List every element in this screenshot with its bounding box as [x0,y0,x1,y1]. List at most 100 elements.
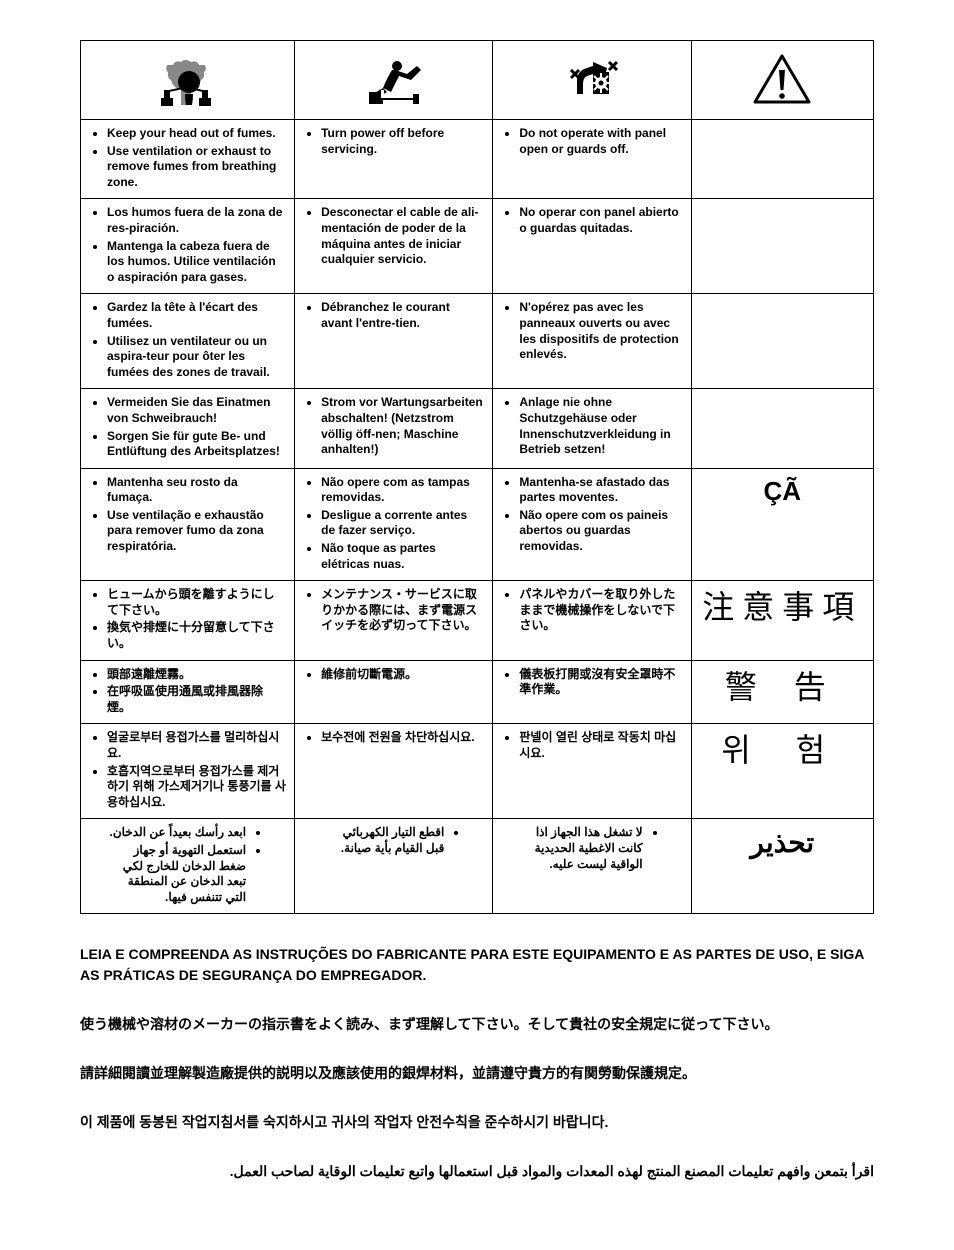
safety-cell: Anlage nie ohne Schutzgehäuse oder Innen… [493,389,691,468]
instruction-notes: LEIA E COMPREENDA AS INSTRUÇÕES DO FABRI… [80,944,874,1182]
safety-cell: Strom vor Wartungsarbeiten abschalten! (… [295,389,493,468]
table-row: Gardez la tête à l'écart des fumées.Util… [81,294,874,389]
safety-bullet: Utilisez un ventilateur ou un aspira-teu… [107,334,286,381]
safety-table: Keep your head out of fumes. Use ventilat… [80,40,874,914]
safety-bullet: 호흡지역으로부터 용접가스를 제거하기 위해 가스제거기나 통풍기를 사용하십시… [107,764,286,811]
safety-bullet: 儀表板打開或沒有安全罩時不準作業。 [519,667,682,698]
safety-cell: 판넬이 열린 상태로 작동치 마십시요. [493,724,691,819]
note-ko: 이 제품에 동봉된 작업지침서를 숙지하시고 귀사의 작업자 안전수칙을 준수하… [80,1112,874,1133]
safety-cell: اقطع التيار الكهربائي قبل القيام بأية صي… [295,819,493,914]
warning-label-cell: 注意事項 [691,581,873,660]
safety-cell: Gardez la tête à l'écart des fumées.Util… [81,294,295,389]
safety-cell: Não opere com as tampas removidas.Deslig… [295,468,493,581]
safety-bullet: Strom vor Wartungsarbeiten abschalten! (… [321,395,484,457]
safety-bullet: Sorgen Sie für gute Be- und Entlüftung d… [107,429,286,460]
note-zh: 請詳細閱讀並理解製造廠提供的説明以及應該使用的銀焊材料，並請遵守貴方的有関勞動保… [80,1063,874,1084]
safety-bullet: اقطع التيار الكهربائي قبل القيام بأية صي… [321,825,444,856]
safety-bullet: Desconectar el cable de ali-mentación de… [321,205,484,267]
safety-bullet: メンテナンス・サービスに取りかかる際には、まず電源スイッチを必ず切って下さい。 [321,587,484,634]
warning-label: 注意事項 [700,587,865,629]
safety-bullet: 頭部遠離煙霧。 [107,667,286,683]
safety-bullet: Use ventilação e exhaustão para remover … [107,508,286,555]
note-pt: LEIA E COMPREENDA AS INSTRUÇÕES DO FABRI… [80,944,874,986]
safety-bullet: Vermeiden Sie das Einatmen von Schweibra… [107,395,286,426]
safety-cell: Mantenha-se afastado das partes moventes… [493,468,691,581]
safety-bullet: ヒュームから頭を離すようにして下さい。 [107,587,286,618]
safety-bullet: Gardez la tête à l'écart des fumées. [107,300,286,331]
safety-cell: 얼굴로부터 용접가스를 멀리하십시요.호흡지역으로부터 용접가스를 제거하기 위… [81,724,295,819]
note-ar: اقرأ بتمعن وافهم تعليمات المصنع المنتج ل… [80,1161,874,1182]
safety-bullet: Los humos fuera de la zona de res-piraci… [107,205,286,236]
warning-label-cell [691,199,873,294]
safety-cell: Do not operate with panel open or guards… [493,120,691,199]
safety-cell: Keep your head out of fumes. Use ventilat… [81,120,295,199]
warning-label: 위 험 [700,730,865,772]
safety-bullet: Use ventilation or exhaust to remove fum… [107,144,286,191]
warning-label-cell: ÇÃ [691,468,873,581]
table-row: 얼굴로부터 용접가스를 멀리하십시요.호흡지역으로부터 용접가스를 제거하기 위… [81,724,874,819]
safety-bullet: 維修前切斷電源。 [321,667,484,683]
safety-cell: 維修前切斷電源。 [295,660,493,724]
table-row: Vermeiden Sie das Einatmen von Schweibra… [81,389,874,468]
safety-cell: No operar con panel abierto o guardas qu… [493,199,691,294]
safety-bullet: 在呼吸區使用通風或排風器除煙。 [107,684,286,715]
warning-label-cell: تحذير [691,819,873,914]
safety-cell: 儀表板打開或沒有安全罩時不準作業。 [493,660,691,724]
safety-bullet: استعمل التهوية أو جهاز ضغط الدخان للخارج… [107,843,246,905]
safety-cell: N'opérez pas avec les panneaux ouverts o… [493,294,691,389]
safety-cell: 보수전에 전원을 차단하십시요. [295,724,493,819]
safety-cell: لا تشغل هذا الجهاز اذا كانت الاغطية الحد… [493,819,691,914]
safety-bullet: Não toque as partes elétricas nuas. [321,541,484,572]
table-row: Los humos fuera de la zona de res-piraci… [81,199,874,294]
header-panel-icon [493,41,691,120]
safety-cell: Mantenha seu rosto da fumaça.Use ventila… [81,468,295,581]
warning-label: 警 告 [700,667,865,709]
safety-cell: 頭部遠離煙霧。在呼吸區使用通風或排風器除煙。 [81,660,295,724]
safety-bullet: ابعد رأسك بعيداً عن الدخان. [107,825,246,841]
warning-label-cell: 警 告 [691,660,873,724]
safety-cell: Turn power off before servicing. [295,120,493,199]
safety-bullet: Turn power off before servicing. [321,126,484,157]
safety-bullet: لا تشغل هذا الجهاز اذا كانت الاغطية الحد… [519,825,642,872]
warning-label-cell: 위 험 [691,724,873,819]
safety-bullet: Keep your head out of fumes. [107,126,286,142]
safety-cell: パネルやカバーを取り外したままで機械操作をしないで下さい。 [493,581,691,660]
header-fumes-icon [81,41,295,120]
safety-bullet: Não opere com os paineis abertos ou guar… [519,508,682,555]
warning-label-cell [691,294,873,389]
safety-cell: Desconectar el cable de ali-mentación de… [295,199,493,294]
warning-label-cell [691,389,873,468]
table-row: ابعد رأسك بعيداً عن الدخان. استعمل التهوي… [81,819,874,914]
safety-cell: Los humos fuera de la zona de res-piraci… [81,199,295,294]
warning-label: ÇÃ [700,475,865,509]
table-row: 頭部遠離煙霧。在呼吸區使用通風或排風器除煙。 維修前切斷電源。 儀表板打開或沒有安全… [81,660,874,724]
safety-bullet: Desligue a corrente antes de fazer servi… [321,508,484,539]
warning-label-cell [691,120,873,199]
safety-bullet: Mantenha-se afastado das partes moventes… [519,475,682,506]
table-row: Mantenha seu rosto da fumaça.Use ventila… [81,468,874,581]
table-row: ヒュームから頭を離すようにして下さい。換気や排煙に十分留意して下さい。メンテナン… [81,581,874,660]
safety-bullet: Mantenga la cabeza fuera de los humos. U… [107,239,286,286]
safety-bullet: No operar con panel abierto o guardas qu… [519,205,682,236]
safety-cell: ヒュームから頭を離すようにして下さい。換気や排煙に十分留意して下さい。 [81,581,295,660]
safety-bullet: Mantenha seu rosto da fumaça. [107,475,286,506]
safety-bullet: Do not operate with panel open or guards… [519,126,682,157]
warning-label: تحذير [700,825,865,861]
safety-bullet: Anlage nie ohne Schutzgehäuse oder Innen… [519,395,682,457]
safety-bullet: N'opérez pas avec les panneaux ouverts o… [519,300,682,362]
safety-warning-page: Keep your head out of fumes. Use ventilat… [0,0,954,1250]
safety-bullet: 판넬이 열린 상태로 작동치 마십시요. [519,730,682,761]
safety-bullet: パネルやカバーを取り外したままで機械操作をしないで下さい。 [519,587,682,634]
safety-bullet: 보수전에 전원을 차단하십시요. [321,730,484,746]
table-row: Keep your head out of fumes. Use ventilat… [81,120,874,199]
header-warning-icon [691,41,873,120]
safety-cell: Débranchez le courant avant l'entre-tien… [295,294,493,389]
safety-bullet: 얼굴로부터 용접가스를 멀리하십시요. [107,730,286,761]
safety-bullet: Não opere com as tampas removidas. [321,475,484,506]
header-service-icon [295,41,493,120]
safety-cell: ابعد رأسك بعيداً عن الدخان. استعمل التهوي… [81,819,295,914]
note-ja: 使う機械や溶材のメーカーの指示書をよく読み、まず理解して下さい。そして貴社の安全… [80,1014,874,1035]
safety-cell: メンテナンス・サービスに取りかかる際には、まず電源スイッチを必ず切って下さい。 [295,581,493,660]
safety-bullet: Débranchez le courant avant l'entre-tien… [321,300,484,331]
safety-bullet: 換気や排煙に十分留意して下さい。 [107,620,286,651]
